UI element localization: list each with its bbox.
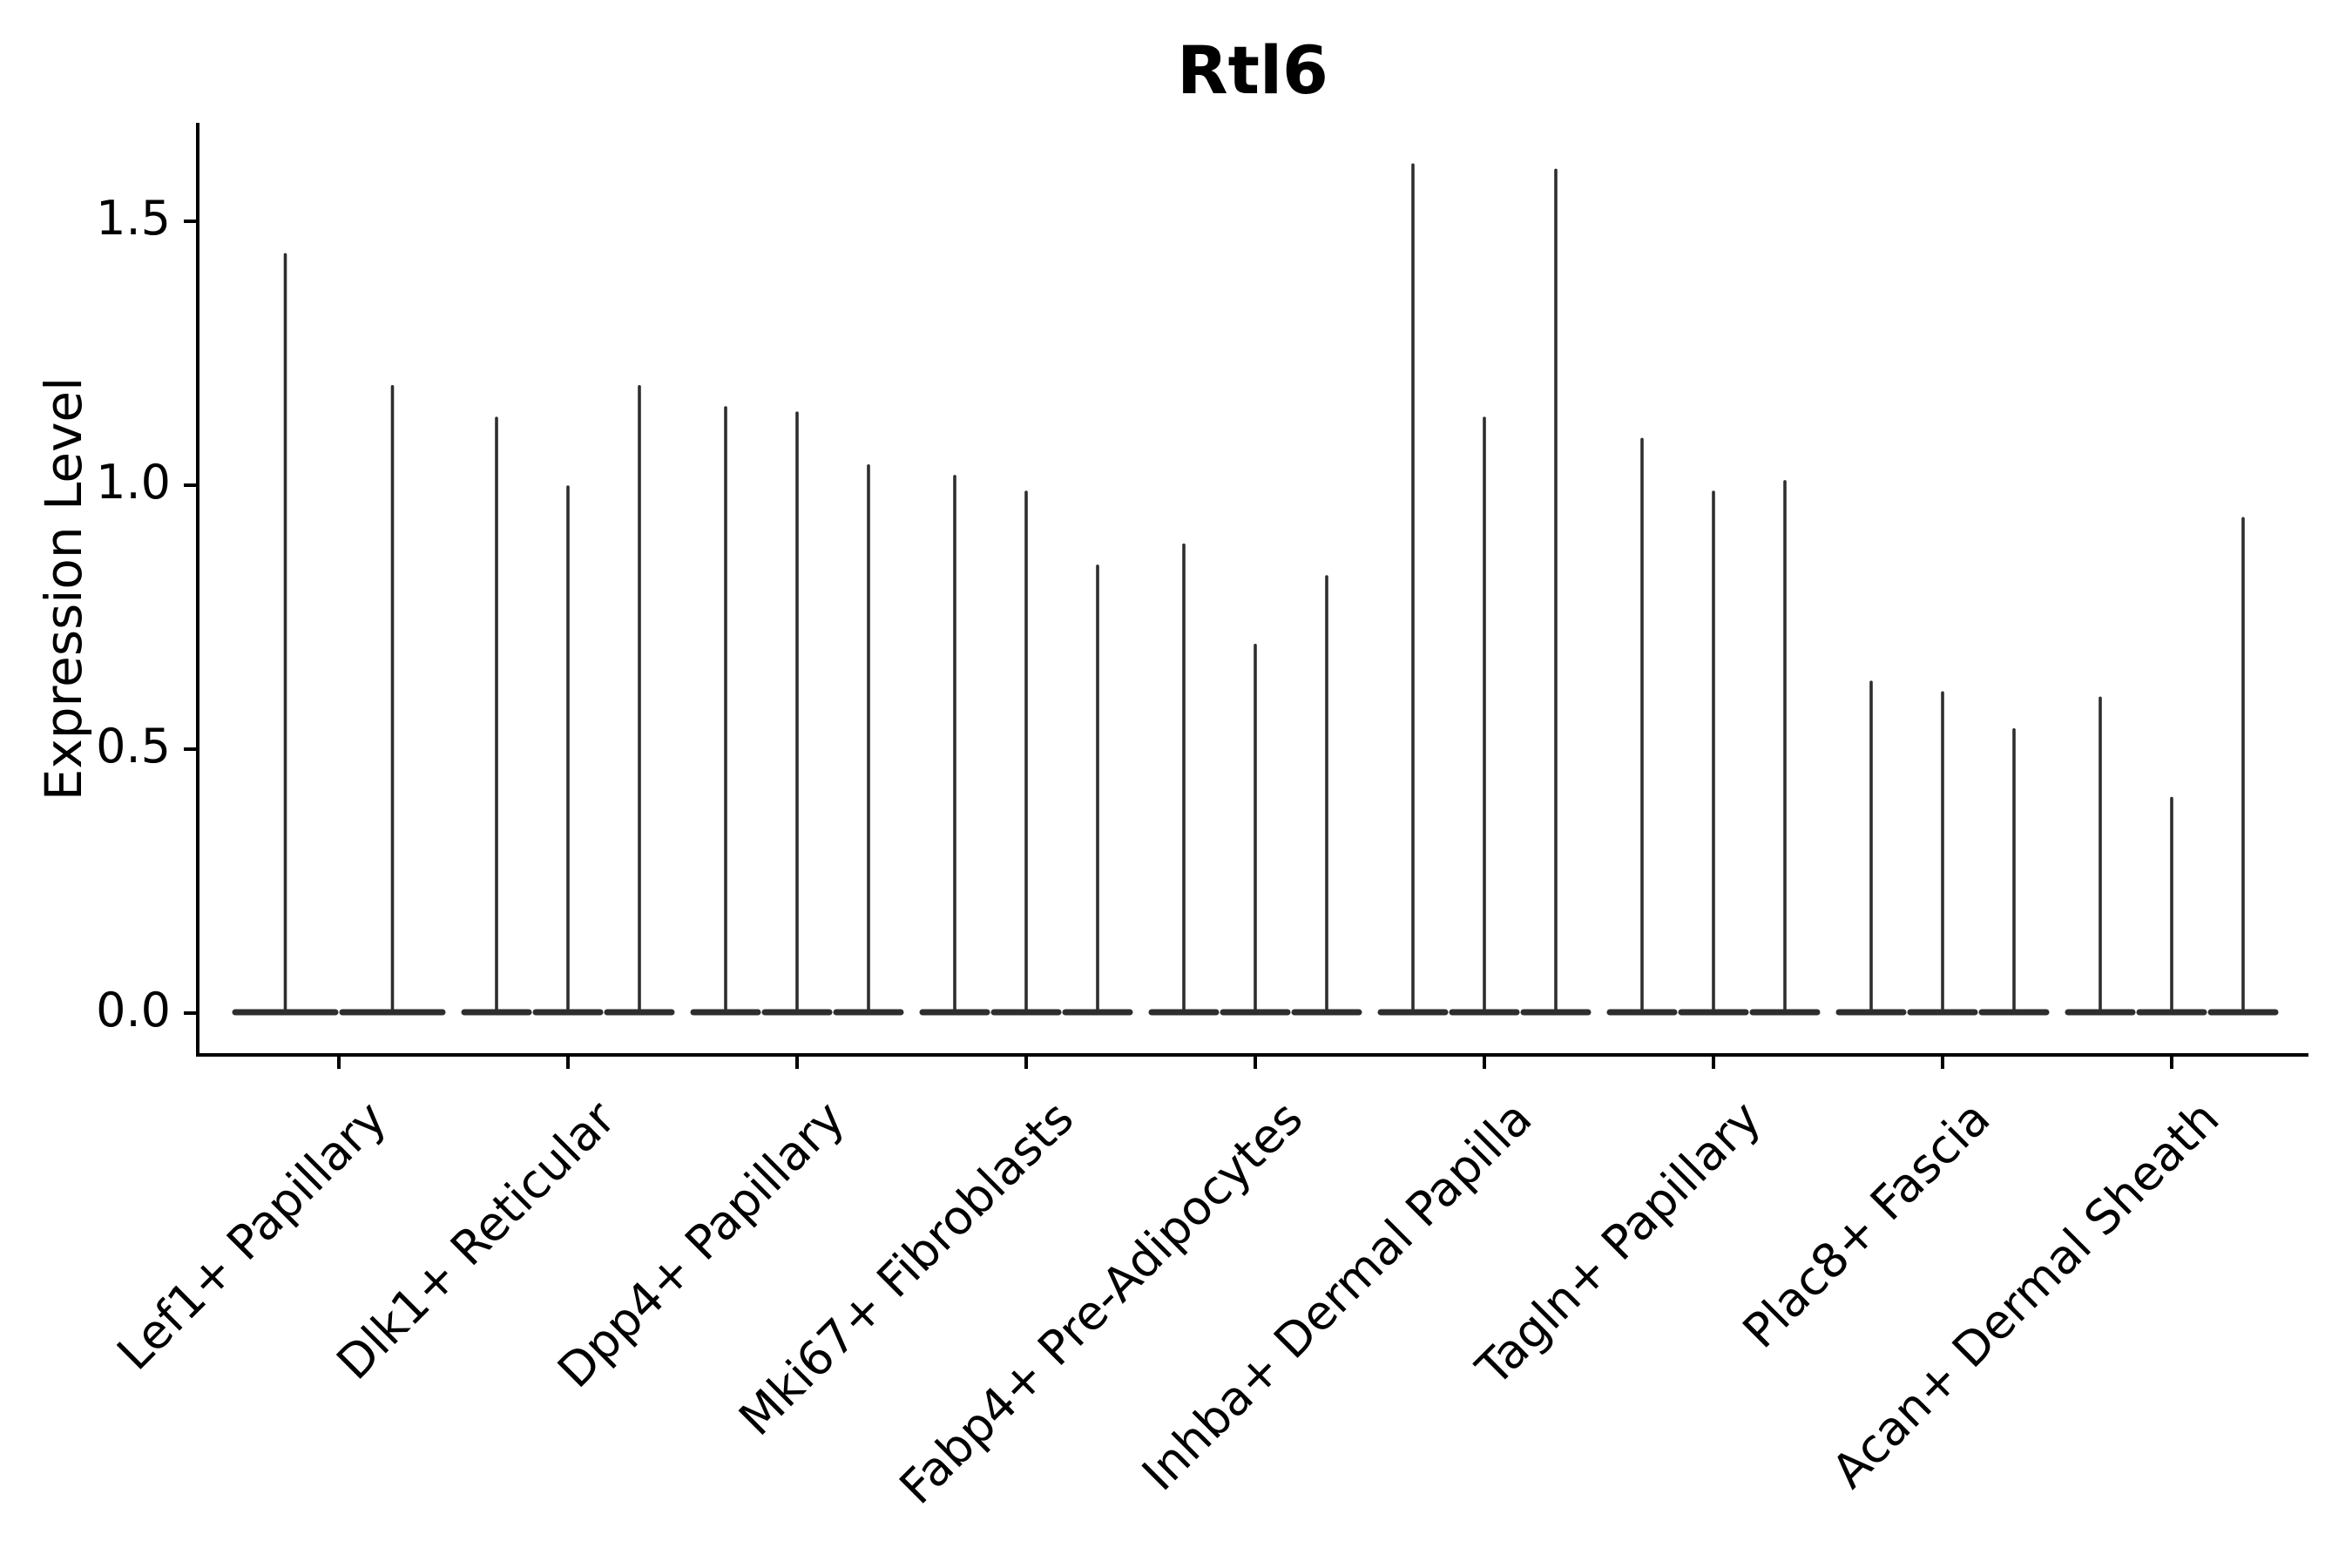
y-tick-label: 1.0 xyxy=(96,455,171,510)
y-tick-label: 0.5 xyxy=(96,719,171,774)
y-axis-title: Expression Level xyxy=(34,376,93,801)
chart-title: Rtl6 xyxy=(1177,31,1328,109)
y-tick-label: 1.5 xyxy=(96,191,171,246)
y-tick-label: 0.0 xyxy=(96,983,171,1037)
